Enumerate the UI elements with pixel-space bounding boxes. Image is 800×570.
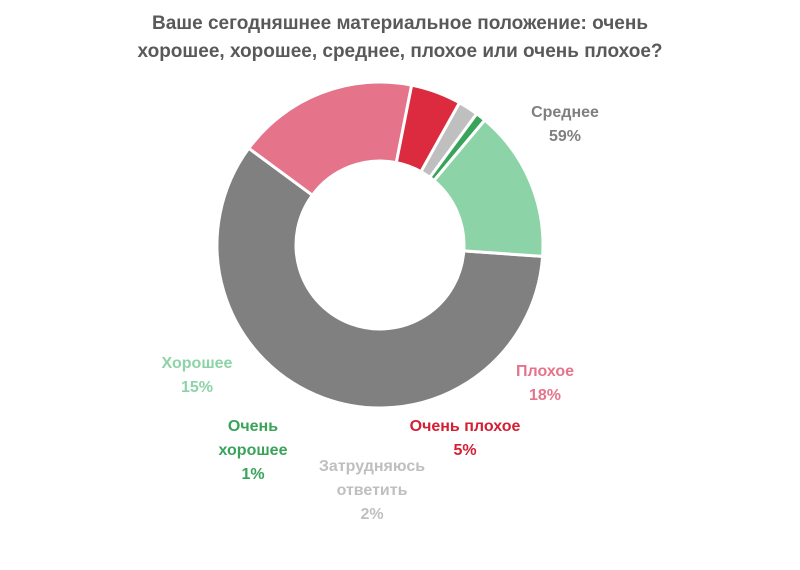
slice-value-5: 15%	[181, 379, 213, 396]
slice-label-4: Очень хорошее 1%	[219, 418, 288, 483]
slice-label-text-4: Очень	[228, 418, 278, 435]
chart-title-line-2: хорошее, хорошее, среднее, плохое или оч…	[137, 41, 663, 62]
chart-title: Ваше сегодняшнее материальное положение:…	[0, 10, 800, 66]
slice-label-text-3: ответить	[337, 482, 408, 499]
slice-label-text-2: Очень плохое	[410, 418, 521, 435]
slice-label-0: Среднее 59%	[531, 104, 599, 145]
slice-value-2: 5%	[453, 442, 476, 459]
slice-value-4: 1%	[241, 466, 264, 483]
donut-slice-1	[247, 80, 414, 197]
slice-label-5: Хорошее 15%	[162, 355, 233, 396]
slice-label-text-4: хорошее	[219, 442, 288, 459]
chart-title-line-1: Ваше сегодняшнее материальное положение:…	[151, 13, 649, 34]
donut-slice-5	[432, 118, 545, 258]
slice-label-text-1: Плохое	[516, 363, 574, 380]
slice-label-3: Затрудняюсь ответить 2%	[319, 458, 425, 523]
slice-label-2: Очень плохое 5%	[410, 418, 521, 459]
slice-value-1: 18%	[529, 387, 561, 404]
slice-label-text-0: Среднее	[531, 104, 599, 121]
slice-value-0: 59%	[549, 128, 581, 145]
slice-label-text-5: Хорошее	[162, 355, 233, 372]
slice-label-text-3: Затрудняюсь	[319, 458, 425, 475]
slice-value-3: 2%	[360, 506, 383, 523]
donut-slice-0	[215, 146, 545, 410]
slice-label-1: Плохое 18%	[516, 363, 574, 404]
